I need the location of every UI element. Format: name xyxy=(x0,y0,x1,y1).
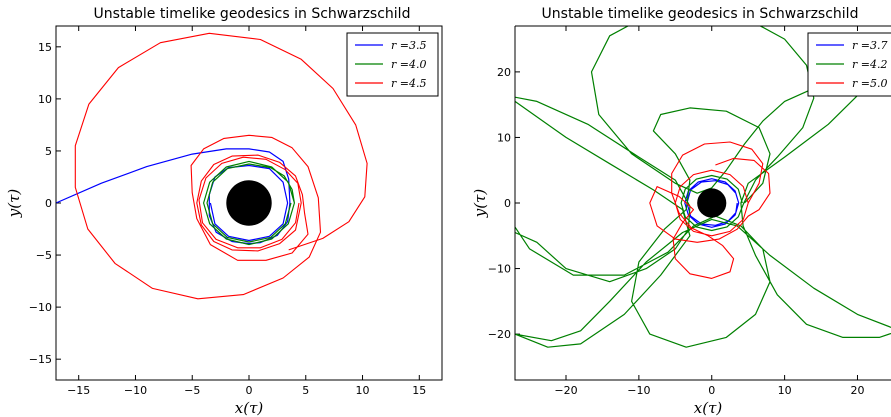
y-tick-label: −10 xyxy=(488,263,511,276)
legend-entry: r =4.5 xyxy=(391,77,426,90)
series-line-3 xyxy=(649,141,771,279)
x-tick-label: 10 xyxy=(778,384,792,397)
x-tick-label: −5 xyxy=(184,384,200,397)
left-plot-area xyxy=(56,32,368,300)
x-tick-label: 0 xyxy=(246,384,253,397)
y-tick-label: −15 xyxy=(29,353,52,366)
x-tick-label: −10 xyxy=(124,384,147,397)
right-legend: r =3.7 r =4.2 r =5.0 xyxy=(807,32,891,97)
left-legend: r =3.5 r =4.0 r =4.5 xyxy=(346,32,439,97)
left-panel: Unstable timelike geodesics in Schwarzsc… xyxy=(5,6,443,417)
left-y-axis-label: y(τ) xyxy=(5,189,23,219)
left-chart-title: Unstable timelike geodesics in Schwarzsc… xyxy=(94,6,411,22)
series-line-2 xyxy=(203,160,295,246)
legend-entry: r =4.0 xyxy=(391,58,426,71)
y-tick-label: 5 xyxy=(45,145,52,158)
right-chart-title: Unstable timelike geodesics in Schwarzsc… xyxy=(542,6,859,22)
x-tick-label: 5 xyxy=(302,384,309,397)
left-black-hole xyxy=(226,180,272,226)
legend-entry: r =5.0 xyxy=(852,77,887,90)
legend-entry: r =3.7 xyxy=(852,39,887,52)
x-tick-label: 10 xyxy=(356,384,370,397)
x-tick-label: −15 xyxy=(67,384,90,397)
y-tick-label: 10 xyxy=(497,131,511,144)
right-ticks: −20 −10 0 10 20 −20 −10 0 10 20 xyxy=(488,26,864,397)
x-tick-label: 0 xyxy=(708,384,715,397)
y-tick-label: −10 xyxy=(29,301,52,314)
left-x-axis-label: x(τ) xyxy=(235,399,264,417)
y-tick-label: 20 xyxy=(497,66,511,79)
y-tick-label: −5 xyxy=(36,249,52,262)
y-tick-label: 0 xyxy=(504,197,511,210)
right-axes-frame xyxy=(514,26,891,381)
x-tick-label: 15 xyxy=(412,384,426,397)
x-tick-label: −20 xyxy=(554,384,577,397)
legend-entry: r =4.2 xyxy=(852,58,887,71)
right-panel: Unstable timelike geodesics in Schwarzsc… xyxy=(471,6,891,417)
legend-entry: r =3.5 xyxy=(391,39,426,52)
y-tick-label: 10 xyxy=(38,93,52,106)
y-tick-label: 15 xyxy=(38,41,52,54)
series-line-2 xyxy=(515,26,891,348)
left-ticks: −15 −10 −5 0 5 10 15 −15 −10 −5 0 5 10 15 xyxy=(29,26,426,397)
right-black-hole xyxy=(697,188,727,218)
y-tick-label: −20 xyxy=(488,328,511,341)
right-y-axis-label: y(τ) xyxy=(471,189,489,219)
x-tick-label: 20 xyxy=(850,384,864,397)
series-line-3 xyxy=(74,32,368,300)
x-tick-label: −10 xyxy=(627,384,650,397)
right-plot-area xyxy=(515,26,891,348)
y-tick-label: 0 xyxy=(45,197,52,210)
right-x-axis-label: x(τ) xyxy=(694,399,723,417)
left-axes-frame xyxy=(55,25,443,381)
